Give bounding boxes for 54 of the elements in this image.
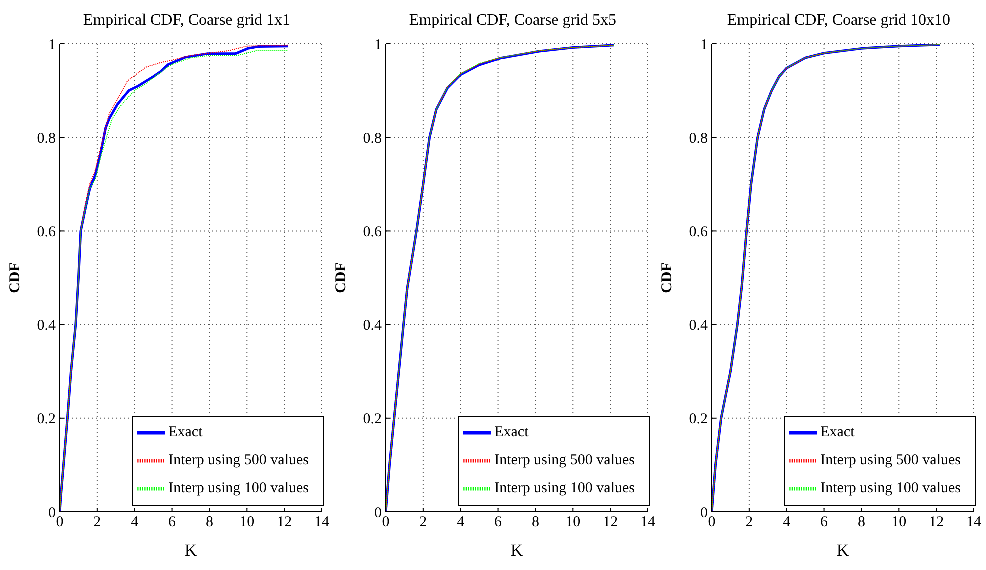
chart-title: Empirical CDF, Coarse grid 5x5 (408, 12, 618, 30)
legend-label: Interp using 100 values (168, 480, 309, 496)
x-tick-label: 10 (566, 514, 581, 531)
x-tick-label: 6 (820, 514, 829, 531)
legend-label: Exact (820, 424, 855, 440)
y-tick-label: 1 (700, 37, 708, 54)
y-tick-label: 0.4 (689, 318, 708, 334)
x-tick-label: 6 (494, 514, 503, 531)
x-tick-label: 2 (94, 514, 102, 531)
y-tick-label: 0.2 (689, 412, 708, 428)
x-tick-label: 8 (206, 514, 214, 531)
x-tick-label: 14 (640, 514, 656, 531)
chart-title: Empirical CDF, Coarse grid 10x10 (726, 12, 952, 30)
y-tick-label: 0.4 (37, 318, 56, 334)
x-tick-label: 8 (858, 514, 866, 531)
x-tick-label: 8 (532, 514, 540, 531)
y-tick-label: 1 (48, 37, 56, 54)
x-tick-label: 4 (783, 514, 792, 531)
y-tick-label: 1 (374, 37, 382, 54)
x-tick-label: 2 (746, 514, 754, 531)
legend-label: Interp using 100 values (494, 480, 635, 496)
y-tick-label: 0.6 (363, 224, 382, 241)
x-tick-label: 10 (240, 514, 255, 531)
x-axis-title: K (510, 541, 524, 560)
y-tick-label: 0.8 (689, 130, 708, 147)
legend-label: Interp using 500 values (820, 452, 961, 468)
legend-label: Interp using 500 values (494, 452, 635, 468)
x-tick-label: 12 (603, 514, 618, 531)
legend-label: Exact (494, 424, 529, 440)
x-tick-label: 4 (131, 514, 140, 531)
legend-label: Exact (168, 424, 203, 440)
chart-title: Empirical CDF, Coarse grid 1x1 (82, 12, 292, 30)
y-tick-label: 0.8 (363, 130, 382, 147)
x-tick-label: 10 (892, 514, 907, 531)
x-axis-title: K (184, 541, 198, 560)
y-tick-label: 0.2 (363, 412, 382, 428)
y-tick-label: 0.2 (37, 412, 56, 428)
y-tick-label: 0.8 (37, 130, 56, 147)
x-tick-label: 4 (457, 514, 466, 531)
y-tick-label: 0.6 (689, 224, 708, 241)
y-tick-label: 0.4 (363, 318, 382, 334)
y-axis-title: CDF (333, 262, 350, 294)
legend-label: Interp using 100 values (820, 480, 961, 496)
x-tick-label: 12 (277, 514, 292, 531)
y-axis-title: CDF (659, 262, 676, 294)
x-tick-label: 14 (314, 514, 330, 531)
y-tick-label: 0.6 (37, 224, 56, 241)
x-axis-title: K (836, 541, 850, 560)
y-axis-title: CDF (7, 262, 24, 294)
x-tick-label: 14 (966, 514, 982, 531)
x-tick-label: 2 (420, 514, 428, 531)
legend-label: Interp using 500 values (168, 452, 309, 468)
x-tick-label: 6 (168, 514, 177, 531)
x-tick-label: 12 (929, 514, 944, 531)
